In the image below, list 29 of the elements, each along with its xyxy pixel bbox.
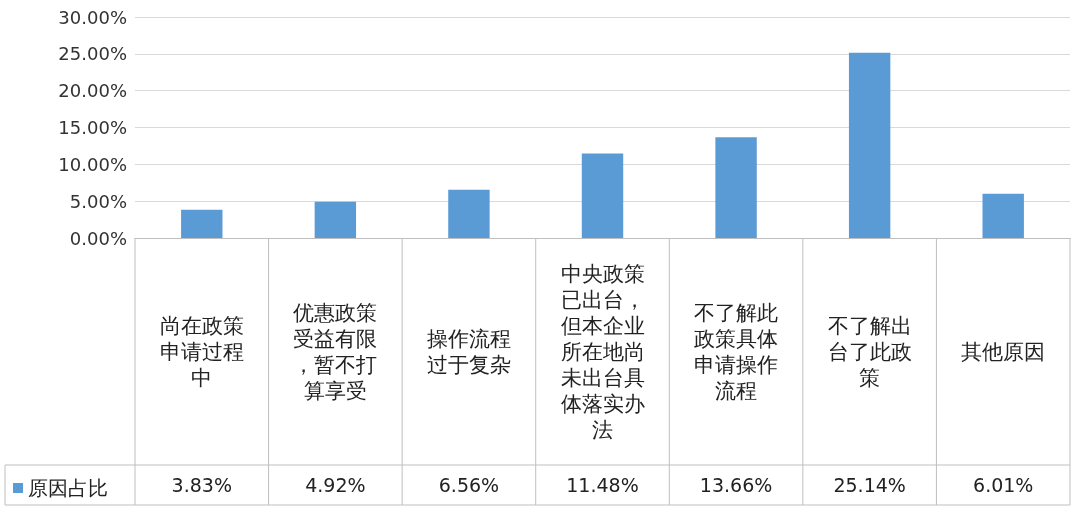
data-label: 4.92% bbox=[305, 474, 366, 496]
legend-label: 原因占比 bbox=[28, 476, 108, 500]
data-label: 3.83% bbox=[171, 474, 232, 496]
data-label: 25.14% bbox=[833, 474, 906, 496]
y-tick-label: 30.00% bbox=[58, 6, 127, 28]
x-tick-label: 不了解出台了此政策 bbox=[827, 314, 912, 390]
y-tick-label: 5.00% bbox=[69, 190, 127, 212]
bar bbox=[982, 193, 1024, 238]
y-tick-label: 25.00% bbox=[58, 43, 127, 65]
x-tick-label: 其他原因 bbox=[961, 340, 1046, 364]
y-tick-label: 0.00% bbox=[69, 227, 127, 249]
x-tick-label: 尚在政策申请过程中 bbox=[159, 314, 244, 390]
x-tick-label: 中央政策已出台，但本企业所在地尚未出台具体落实办法 bbox=[560, 262, 645, 442]
bar bbox=[581, 153, 624, 238]
x-tick-label: 操作流程过于复杂 bbox=[426, 327, 511, 377]
bar bbox=[848, 52, 891, 238]
y-tick-label: 15.00% bbox=[58, 117, 127, 138]
bar bbox=[181, 209, 223, 238]
x-tick-label: 优惠政策受益有限，暂不打算享受 bbox=[293, 301, 378, 403]
data-label: 11.48% bbox=[566, 474, 639, 496]
data-label: 6.01% bbox=[973, 474, 1034, 496]
bar bbox=[715, 137, 757, 238]
bar bbox=[448, 189, 490, 238]
data-label: 13.66% bbox=[699, 474, 773, 496]
bar bbox=[314, 201, 357, 238]
x-tick-label: 不了解此政策具体申请操作流程 bbox=[694, 301, 779, 403]
y-tick-label: 20.00% bbox=[58, 80, 127, 102]
y-tick-label: 10.00% bbox=[58, 153, 127, 175]
data-label: 6.56% bbox=[438, 474, 500, 496]
